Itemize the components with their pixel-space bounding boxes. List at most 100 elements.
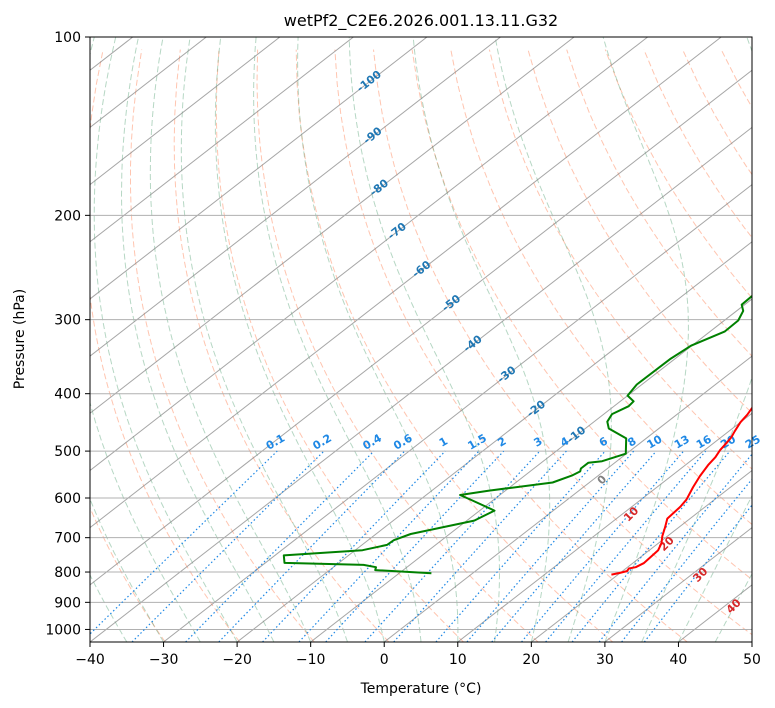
isotherm-line xyxy=(531,469,752,642)
chart-title: wetPf2_C2E6.2026.001.13.11.G32 xyxy=(284,11,558,31)
mixing-ratio-line xyxy=(262,450,446,642)
dry-adiabat-line xyxy=(760,50,775,642)
moist-adiabat-line xyxy=(348,37,500,642)
x-tick-label: 0 xyxy=(380,652,389,668)
y-tick-label: 600 xyxy=(54,491,81,507)
mixing-ratio-line xyxy=(298,450,480,642)
dry-adiabat-line xyxy=(130,49,315,642)
dry-adiabat-line xyxy=(527,49,752,414)
mixing-ratio-line xyxy=(185,450,375,642)
x-tick-label: −30 xyxy=(149,652,179,668)
mixing-ratio-line xyxy=(393,450,567,642)
y-tick-label: 400 xyxy=(54,387,81,403)
isotherm-line xyxy=(678,584,752,642)
y-tick-label: 500 xyxy=(54,444,81,460)
moist-adiabat-line xyxy=(641,37,752,642)
isotherm-label: -70 xyxy=(385,220,409,243)
isotherm-label: -60 xyxy=(410,258,434,281)
mixing-ratio-labels: 0.1 0.2 0.4 0.6 1 1.5 2 3 4 6 8 10 13 16 20 25 xyxy=(264,431,763,452)
moist-adiabat-line xyxy=(297,37,459,642)
dry-adiabat-line xyxy=(411,49,752,581)
mixing-ratio-line xyxy=(571,450,731,642)
isotherm-line xyxy=(604,527,752,642)
background-lines xyxy=(90,37,775,642)
moist-adiabat-line xyxy=(180,37,348,642)
isotherm-label: -100 xyxy=(354,68,384,95)
dry-adiabat-line xyxy=(173,49,390,642)
mixing-ratio-label: 0.2 xyxy=(311,432,334,453)
dry-adiabat-line xyxy=(566,49,752,357)
mixing-ratio-line xyxy=(521,450,685,642)
isotherm-label: -90 xyxy=(361,124,385,147)
y-axis: 100 200 300 400 500 600 700 800 900 1000 xyxy=(45,30,90,638)
x-tick-label: 20 xyxy=(522,652,540,668)
mixing-ratio-line xyxy=(325,450,505,642)
mixing-ratio-line xyxy=(131,450,325,642)
isotherm-line xyxy=(90,37,501,357)
plot-frame xyxy=(89,36,753,643)
mixing-ratio-label: 13 xyxy=(672,433,692,452)
moist-adiabat-line xyxy=(677,494,752,642)
isotherm-line xyxy=(383,355,752,642)
moist-adiabat-line xyxy=(90,497,165,642)
isotherm-label: -50 xyxy=(439,292,463,315)
moist-adiabat-line xyxy=(253,37,422,642)
isotherm-line xyxy=(90,37,648,472)
dry-adiabat-line xyxy=(256,49,539,642)
mixing-ratio-label: 16 xyxy=(694,432,714,451)
y-tick-label: 700 xyxy=(54,531,81,547)
y-tick-label: 100 xyxy=(54,30,81,46)
y-tick-label: 200 xyxy=(54,208,81,224)
isotherm-line xyxy=(90,126,752,642)
mixing-ratio-line xyxy=(598,453,752,642)
moist-adiabat-line xyxy=(90,37,201,642)
moist-adiabat-line xyxy=(602,37,689,642)
isotherm-line xyxy=(90,37,575,414)
dry-adiabat-line xyxy=(720,49,752,109)
moist-adiabat-label: 40 xyxy=(724,596,744,616)
x-tick-label: −20 xyxy=(222,652,252,668)
moist-adiabat-line xyxy=(120,37,275,642)
x-tick-label: 10 xyxy=(449,652,467,668)
x-tick-label: 50 xyxy=(743,652,761,668)
mixing-ratio-line xyxy=(491,450,657,642)
dry-adiabat-line xyxy=(215,49,464,642)
x-tick-label: 40 xyxy=(669,652,687,668)
dry-adiabat-line xyxy=(90,506,166,642)
mixing-ratio-label: 0.4 xyxy=(360,431,384,452)
moist-adiabat-line xyxy=(751,641,752,642)
moist-adiabat-label: 30 xyxy=(690,565,710,585)
dry-adiabat-line xyxy=(450,49,752,526)
mixing-ratio-label: 2 xyxy=(495,435,508,450)
isotherm-line xyxy=(457,412,752,642)
dry-adiabat-line xyxy=(334,49,688,642)
y-tick-label: 1000 xyxy=(45,622,81,638)
x-axis-label: Temperature (°C) xyxy=(360,681,482,697)
isotherm-label: -20 xyxy=(524,397,548,420)
dry-adiabat-line xyxy=(90,49,241,642)
profile-series xyxy=(282,295,752,576)
dewpoint-line xyxy=(282,295,752,575)
mixing-ratio-line xyxy=(466,450,635,642)
moist-adiabat-line xyxy=(714,572,752,642)
isotherm-line xyxy=(163,183,752,642)
temperature-line xyxy=(611,406,752,576)
x-axis: −40 −30 −20 −10 0 10 20 30 40 50 xyxy=(75,642,761,668)
mixing-ratio-label: 8 xyxy=(625,435,638,450)
mixing-ratio-line xyxy=(435,450,606,642)
mixing-ratio-label: 25 xyxy=(743,433,763,452)
isotherm-labels: -100-90-80-70-60-50-40-30-20-10 xyxy=(354,68,588,446)
dry-adiabat-line xyxy=(373,49,752,636)
x-tick-label: 30 xyxy=(596,652,614,668)
moist-adiabat-line xyxy=(214,37,385,642)
x-tick-label: −40 xyxy=(75,652,105,668)
y-tick-label: 300 xyxy=(54,313,81,329)
isotherm-line xyxy=(90,69,752,586)
isotherm-line xyxy=(90,37,354,243)
mixing-ratio-line xyxy=(621,478,752,642)
x-tick-label: −10 xyxy=(296,652,326,668)
isotherm-line xyxy=(90,37,281,186)
dry-adiabat-line xyxy=(488,49,752,470)
moist-adiabat-line xyxy=(412,37,551,642)
